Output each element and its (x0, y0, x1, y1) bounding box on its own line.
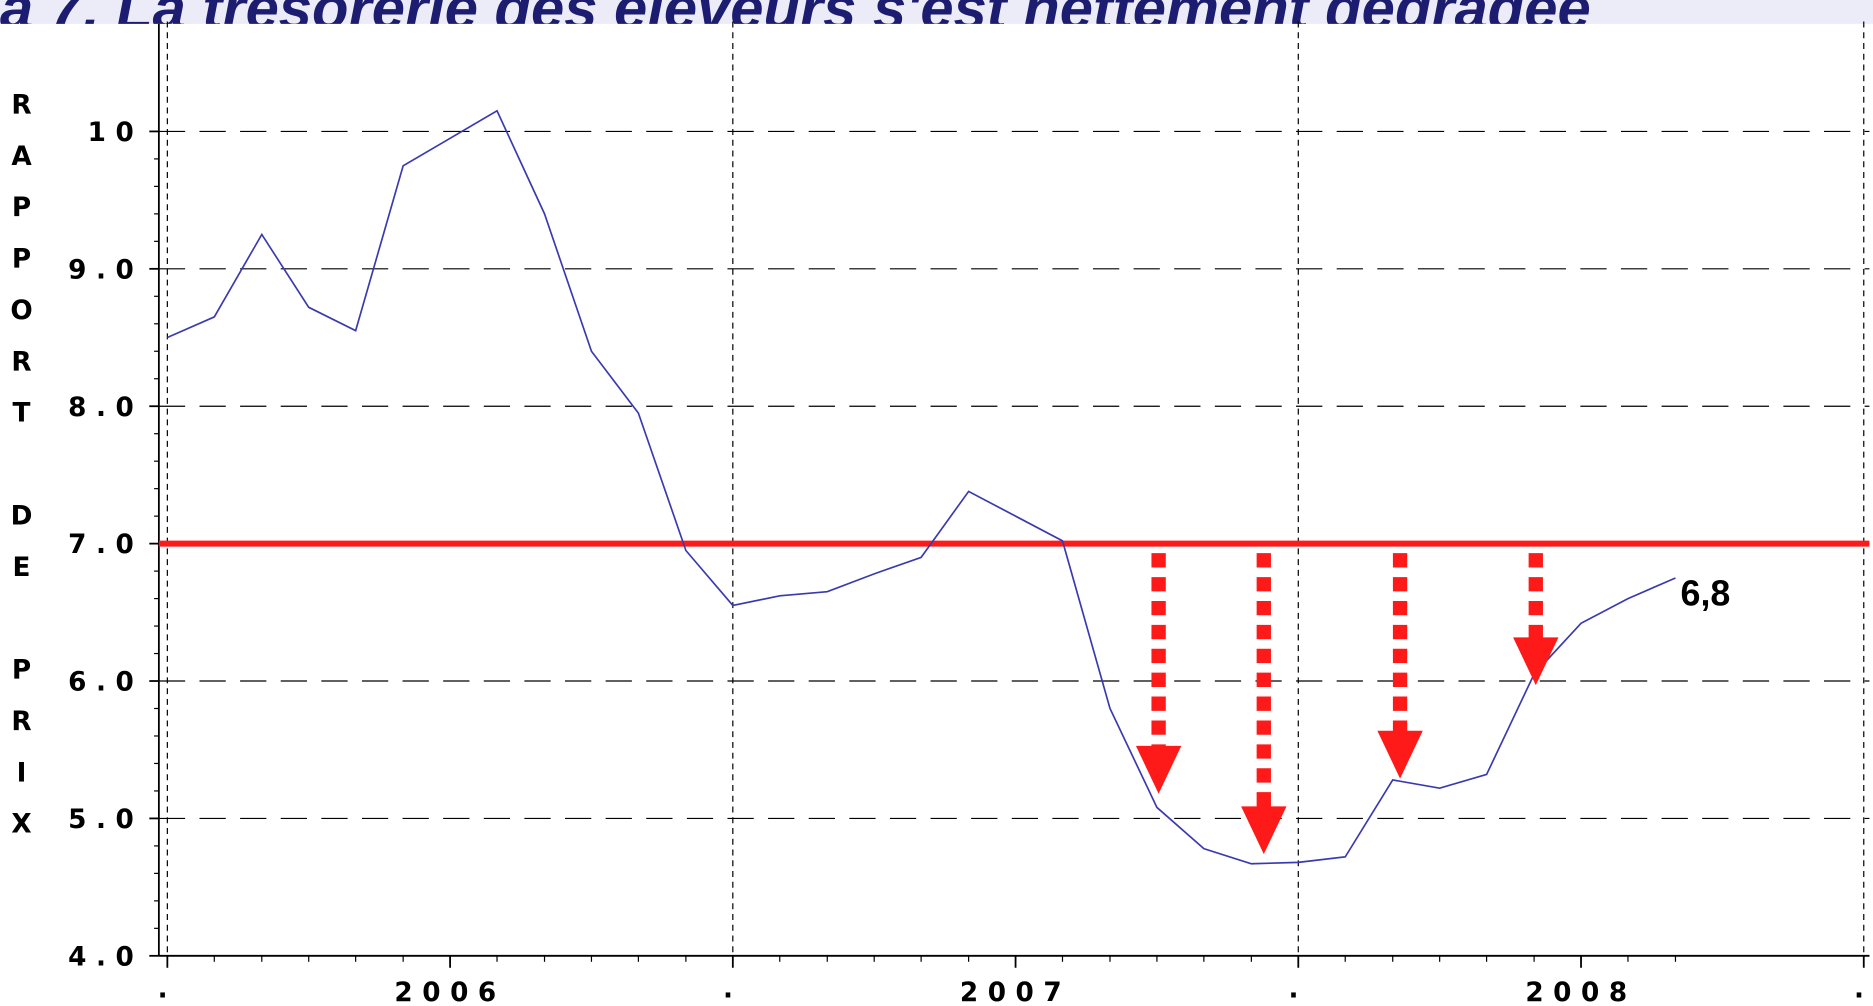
x-tick-label: . (723, 975, 743, 1005)
y-tick-label: 7.0 (68, 530, 143, 560)
x-tick-label: . (158, 975, 178, 1005)
y-tick-label: 8.0 (68, 393, 143, 423)
chart-title: à 7. La trésorerie des éleveurs s'est ne… (0, 0, 1591, 42)
x-tick-label: . (1854, 975, 1873, 1005)
annotation: 6,8 (1681, 573, 1731, 613)
data-line (167, 109, 1676, 865)
y-tick-label: 9.0 (68, 255, 143, 285)
x-period-label: 2008 (1525, 978, 1636, 1006)
x-period-label: 2006 (394, 978, 505, 1006)
x-tick-label: . (1289, 975, 1309, 1005)
arrow-head (1135, 745, 1182, 794)
arrow-head (1513, 637, 1559, 686)
x-period-label: 2007 (960, 978, 1071, 1006)
y-tick-label: 6.0 (68, 668, 143, 698)
y-tick-label: 5.0 (68, 805, 143, 835)
arrow-head (1377, 730, 1423, 779)
arrow-head (1241, 806, 1287, 855)
y-tick-label: 4.0 (68, 942, 143, 972)
title-band (0, 0, 1873, 24)
y-tick-label: 10 (88, 118, 144, 148)
